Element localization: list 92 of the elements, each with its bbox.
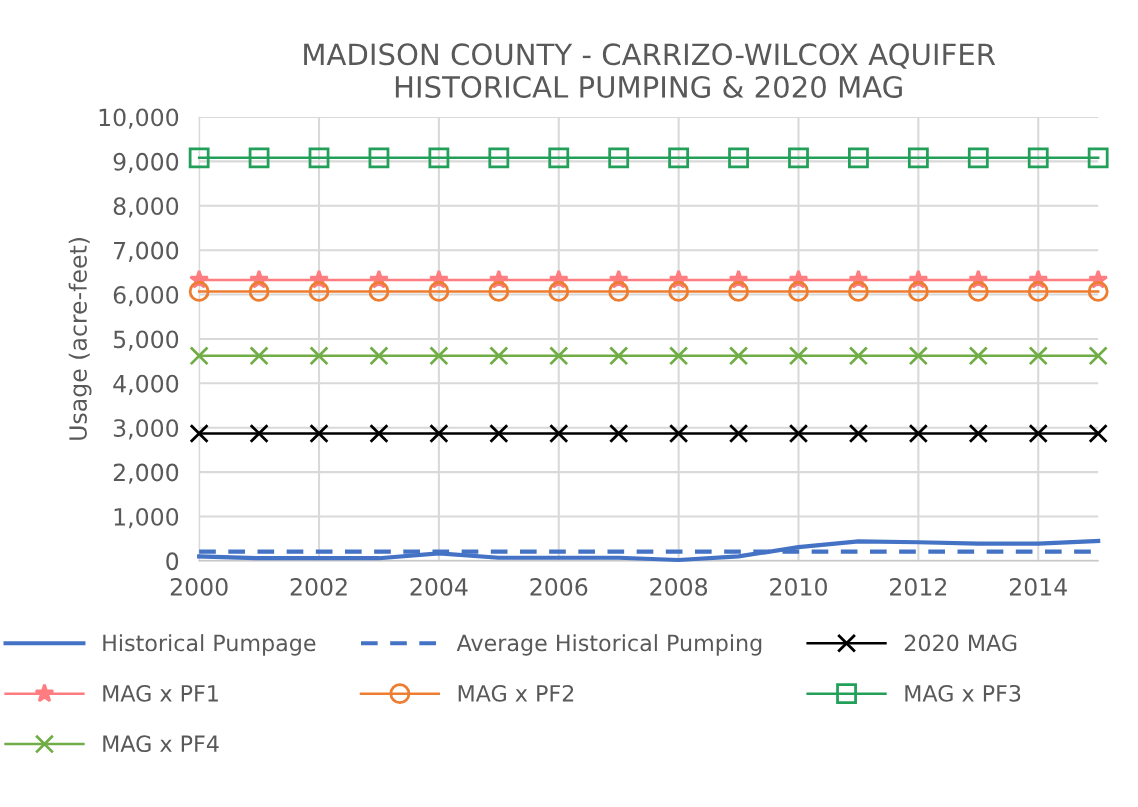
point bbox=[1028, 423, 1048, 444]
point bbox=[429, 423, 449, 444]
y-tick-label: 8,000 bbox=[113, 197, 179, 218]
legend-label: Historical Pumpage bbox=[103, 634, 316, 656]
point bbox=[308, 281, 330, 302]
point bbox=[189, 423, 209, 444]
y-tick-label: 2,000 bbox=[113, 463, 179, 484]
point bbox=[608, 346, 629, 366]
point bbox=[548, 147, 570, 169]
point bbox=[968, 346, 989, 366]
point bbox=[1027, 281, 1049, 302]
legend-label: MAG x PF1 bbox=[103, 684, 218, 702]
x-tick-label: 2002 bbox=[290, 577, 347, 596]
point bbox=[968, 423, 989, 444]
point bbox=[1088, 346, 1108, 366]
point bbox=[1087, 147, 1109, 169]
y-tick-label: 4,000 bbox=[113, 374, 179, 396]
point bbox=[848, 423, 869, 444]
y-tick-label: 6,000 bbox=[113, 286, 179, 307]
point bbox=[368, 147, 390, 169]
legend-label: Average Historical Pumping bbox=[456, 634, 762, 656]
x-tick-label: 2006 bbox=[530, 577, 588, 596]
point bbox=[728, 281, 749, 302]
point bbox=[907, 147, 929, 169]
point bbox=[1027, 147, 1049, 169]
legend-label: 2020 MAG bbox=[904, 634, 1017, 652]
point bbox=[1088, 423, 1108, 444]
chart-title: MADISON COUNTY - CARRIZO-WILCOX AQUIFER HISTORICAL PUMPING & 2020 MAG bbox=[304, 43, 996, 98]
point bbox=[967, 281, 989, 302]
point bbox=[848, 346, 869, 366]
legend-label: MAG x PF3 bbox=[905, 684, 1021, 702]
point bbox=[248, 281, 270, 302]
point bbox=[489, 346, 509, 366]
point bbox=[1028, 346, 1048, 366]
point bbox=[668, 346, 689, 366]
point bbox=[489, 423, 509, 444]
point bbox=[249, 346, 269, 366]
x-tick-label: 2000 bbox=[170, 577, 228, 596]
y-tick-label: 1,000 bbox=[114, 507, 179, 529]
point bbox=[848, 281, 869, 302]
legend-label: MAG x PF4 bbox=[103, 735, 219, 753]
point bbox=[608, 281, 630, 302]
point bbox=[907, 281, 929, 302]
point bbox=[788, 346, 809, 366]
point bbox=[788, 147, 809, 169]
point bbox=[668, 147, 690, 169]
point bbox=[309, 423, 329, 444]
x-tick-label: 2014 bbox=[1009, 577, 1067, 596]
x-tick-label: 2008 bbox=[650, 577, 708, 596]
point bbox=[908, 423, 929, 444]
point bbox=[788, 423, 809, 444]
y-tick-label: 3,000 bbox=[113, 419, 179, 440]
point bbox=[488, 147, 510, 169]
point bbox=[728, 423, 749, 444]
x-tick-label: 2012 bbox=[890, 577, 947, 596]
point bbox=[308, 147, 330, 169]
y-axis-title: Usage (acre-feet) bbox=[68, 238, 92, 440]
point bbox=[249, 423, 269, 444]
point bbox=[728, 147, 749, 169]
point bbox=[549, 423, 569, 444]
x-tick-label: 2004 bbox=[410, 577, 468, 596]
point bbox=[549, 346, 569, 366]
point bbox=[428, 281, 450, 302]
point bbox=[368, 281, 390, 302]
point bbox=[248, 147, 270, 169]
point bbox=[908, 346, 929, 366]
point bbox=[608, 147, 630, 169]
point bbox=[668, 423, 689, 444]
y-tick-label: 7,000 bbox=[114, 241, 179, 262]
y-tick-label: 9,000 bbox=[113, 152, 179, 174]
point bbox=[188, 281, 210, 302]
point bbox=[608, 423, 629, 444]
point bbox=[369, 346, 389, 366]
y-tick-label: 10,000 bbox=[99, 108, 179, 129]
point bbox=[788, 281, 809, 302]
point bbox=[369, 423, 389, 444]
y-tick-label: 0 bbox=[166, 552, 179, 571]
point bbox=[967, 147, 989, 169]
point bbox=[728, 346, 749, 366]
point bbox=[428, 147, 450, 169]
point bbox=[189, 346, 209, 366]
point bbox=[309, 346, 329, 366]
x-tick-label: 2010 bbox=[770, 577, 827, 596]
point bbox=[548, 281, 570, 302]
point bbox=[429, 346, 449, 366]
point bbox=[1087, 281, 1109, 302]
point bbox=[188, 147, 210, 169]
legend-label: MAG x PF2 bbox=[458, 684, 574, 702]
point bbox=[848, 147, 869, 169]
y-tick-label: 5,000 bbox=[113, 330, 179, 351]
point bbox=[668, 281, 690, 302]
point bbox=[488, 281, 510, 302]
